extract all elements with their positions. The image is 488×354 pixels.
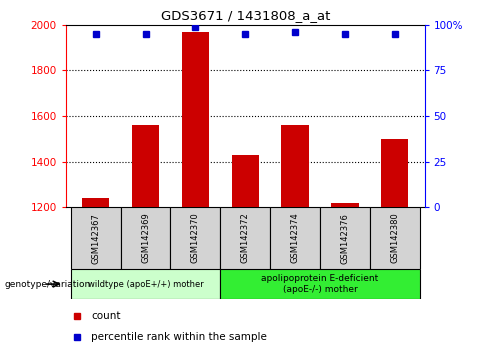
Bar [381,139,408,207]
Bar [182,32,209,207]
Bar [231,155,259,207]
Text: GSM142376: GSM142376 [340,213,349,263]
Text: genotype/variation: genotype/variation [5,280,91,289]
Bar [370,207,420,269]
Text: GSM142370: GSM142370 [191,213,200,263]
Bar [132,125,159,207]
Text: GSM142367: GSM142367 [91,213,100,263]
Bar [220,269,420,299]
Bar [220,207,270,269]
Bar [71,207,121,269]
Text: wildtype (apoE+/+) mother: wildtype (apoE+/+) mother [88,280,203,289]
Bar [320,207,370,269]
Text: count: count [91,311,121,321]
Text: GSM142380: GSM142380 [390,213,399,263]
Title: GDS3671 / 1431808_a_at: GDS3671 / 1431808_a_at [161,9,330,22]
Bar [282,125,309,207]
Bar [121,207,170,269]
Text: GSM142369: GSM142369 [141,213,150,263]
Bar [82,198,109,207]
Text: apolipoprotein E-deficient
(apoE-/-) mother: apolipoprotein E-deficient (apoE-/-) mot… [261,274,379,294]
Text: GSM142374: GSM142374 [290,213,300,263]
Bar [270,207,320,269]
Bar [170,207,220,269]
Bar [71,269,220,299]
Bar [331,202,359,207]
Text: percentile rank within the sample: percentile rank within the sample [91,332,267,342]
Text: GSM142372: GSM142372 [241,213,250,263]
